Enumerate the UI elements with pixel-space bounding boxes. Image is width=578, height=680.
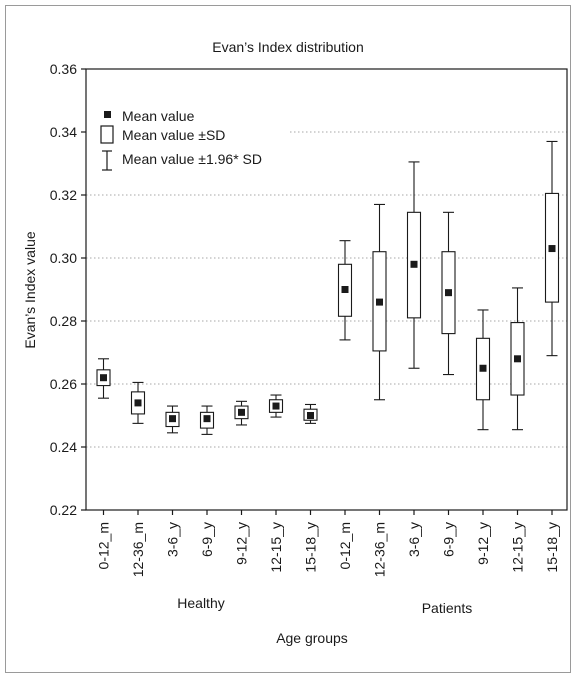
mean-marker xyxy=(479,364,487,372)
x-axis: 0-12_m 12-36_m 3-6_y 6-9_y 9-12_y 12-15_y 15-1… xyxy=(96,510,560,577)
y-tick-label: 0.34 xyxy=(50,124,77,140)
plot-area xyxy=(85,68,568,511)
group-label-healthy: Healthy xyxy=(177,595,224,611)
box-patients-0-12_m xyxy=(337,240,353,341)
box-patients-15-18_y xyxy=(544,140,560,357)
x-tick-label: 3-6_y xyxy=(165,522,181,557)
x-axis-label: Age groups xyxy=(276,630,348,646)
x-tick-label: 12-15_y xyxy=(510,522,526,573)
x-tick-label: 9-12_y xyxy=(234,522,250,565)
box-healthy-0-12_m xyxy=(96,358,111,399)
y-tick-label: 0.24 xyxy=(50,439,77,455)
y-tick-label: 0.26 xyxy=(50,376,77,392)
x-tick-label: 6-9_y xyxy=(441,522,457,557)
y-tick-label: 0.32 xyxy=(50,187,77,203)
y-tick-label: 0.22 xyxy=(50,502,77,518)
x-tick-label: 0-12_m xyxy=(337,522,353,569)
box-healthy-15-18_y xyxy=(303,403,318,424)
mean-marker xyxy=(548,245,556,253)
x-tick-label: 12-36_m xyxy=(130,522,146,577)
y-axis: 0.22 0.24 0.26 0.28 0.30 0.32 0.34 0.36 xyxy=(50,61,86,518)
mean-marker xyxy=(272,402,280,410)
box-patients-12-15_y xyxy=(510,287,525,431)
mean-marker xyxy=(307,412,314,419)
mean-marker xyxy=(169,415,176,423)
mean-marker xyxy=(376,298,383,306)
boxes xyxy=(96,140,560,435)
legend: Mean value Mean value ±SD Mean value ±1.… xyxy=(100,108,262,171)
chart-title: Evan’s Index distribution xyxy=(212,39,364,55)
mean-marker xyxy=(410,260,418,268)
mean-marker xyxy=(514,355,521,363)
x-tick-label: 12-36_m xyxy=(372,522,388,577)
x-tick-label: 0-12_m xyxy=(96,522,112,569)
legend-mean-marker xyxy=(104,111,111,118)
legend-whisker-marker xyxy=(102,150,112,171)
x-tick-label: 15-18_y xyxy=(544,522,560,573)
y-tick-label: 0.30 xyxy=(50,250,77,266)
box-patients-3-6_y xyxy=(406,161,422,369)
x-tick-label: 3-6_y xyxy=(406,522,422,557)
x-tick-label: 6-9_y xyxy=(199,522,215,557)
box-healthy-6-9_y xyxy=(199,405,215,435)
group-label-patients: Patients xyxy=(422,600,473,616)
mean-marker xyxy=(100,374,107,382)
y-tick-label: 0.28 xyxy=(50,313,77,329)
x-tick-label: 9-12_y xyxy=(475,522,491,565)
x-tick-label: 15-18_y xyxy=(303,522,319,573)
box-healthy-12-36_m xyxy=(130,381,146,424)
y-axis-label: Evan’s Index value xyxy=(22,231,38,348)
box-healthy-12-15_y xyxy=(268,394,284,418)
mean-marker xyxy=(134,399,142,407)
box-patients-12-36_m xyxy=(372,203,387,401)
legend-sd-marker xyxy=(100,125,114,144)
box-patients-6-9_y xyxy=(441,211,456,376)
box-patients-9-12_y xyxy=(475,309,491,431)
x-tick-label: 12-15_y xyxy=(268,522,284,573)
mean-marker xyxy=(203,415,211,423)
box-healthy-3-6_y xyxy=(165,405,180,434)
legend-item-ci: Mean value ±1.96* SD xyxy=(122,151,262,167)
y-tick-label: 0.36 xyxy=(50,61,77,77)
grid-lines xyxy=(86,131,567,448)
legend-item-mean: Mean value xyxy=(122,108,195,124)
mean-marker xyxy=(238,408,245,416)
box-healthy-9-12_y xyxy=(234,400,249,426)
mean-marker xyxy=(445,289,452,297)
legend-item-sd: Mean value ±SD xyxy=(122,127,225,143)
mean-marker xyxy=(341,286,349,293)
